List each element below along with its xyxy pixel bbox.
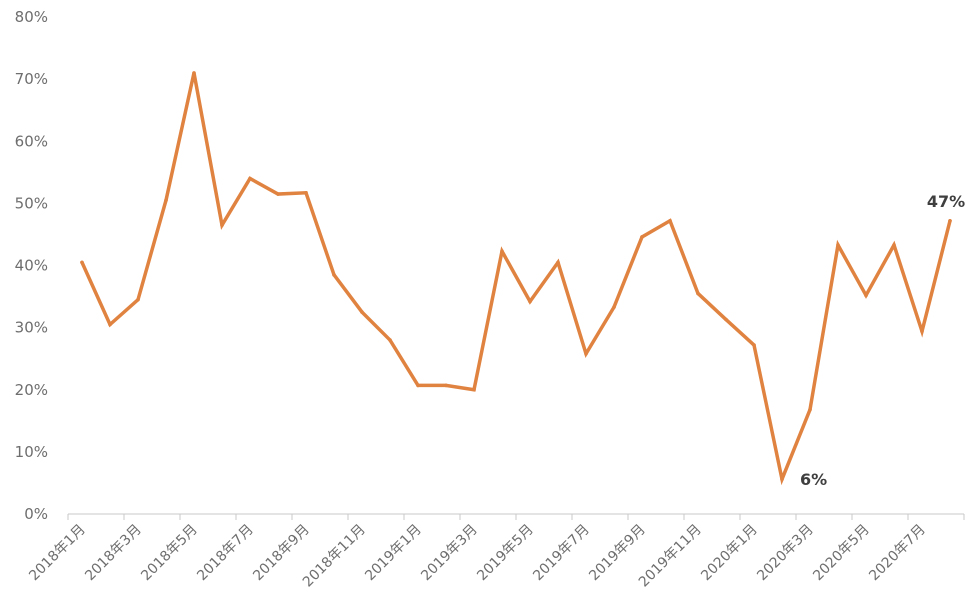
data-point — [332, 273, 336, 277]
x-tick-label: 2019年7月 — [530, 522, 593, 585]
x-tick-label: 2019年5月 — [474, 522, 537, 585]
y-tick-label: 70% — [15, 70, 48, 88]
data-point — [276, 192, 280, 196]
x-tick-label: 2020年1月 — [698, 522, 761, 585]
data-point — [752, 343, 756, 347]
data-point — [136, 297, 140, 302]
x-tick-label: 2019年3月 — [418, 522, 481, 585]
x-axis: 2018年1月2018年3月2018年5月2018年7月2018年9月2018年… — [26, 513, 965, 590]
x-tick-label: 2020年7月 — [866, 522, 929, 585]
data-point — [668, 218, 672, 223]
data-point — [556, 260, 560, 265]
data-point — [528, 299, 532, 304]
y-axis: 0% 10% 20% 30% 40% 50% 60% 70% 80% — [15, 8, 48, 523]
annotations: 6% 47% — [800, 192, 965, 489]
x-tick-label: 2018年7月 — [194, 522, 257, 585]
y-tick-label: 50% — [15, 194, 48, 212]
y-tick-label: 10% — [15, 443, 48, 461]
y-tick-label: 0% — [24, 505, 48, 523]
data-point — [836, 243, 840, 247]
data-point — [444, 383, 448, 388]
y-tick-label: 20% — [15, 381, 48, 399]
x-tick-label: 2018年5月 — [138, 522, 201, 585]
data-point — [780, 477, 784, 482]
data-point — [416, 383, 420, 388]
data-point — [724, 317, 728, 322]
data-point — [696, 291, 700, 296]
data-point — [192, 71, 196, 75]
data-point — [80, 260, 84, 265]
data-point — [864, 293, 868, 298]
data-point — [500, 249, 504, 254]
x-tick-label: 2018年3月 — [82, 522, 145, 585]
data-point — [248, 176, 252, 181]
data-point — [472, 387, 476, 392]
x-tick-label: 2020年5月 — [810, 522, 873, 585]
y-tick-label: 30% — [15, 319, 48, 337]
series-line-group — [80, 71, 952, 486]
x-tick-label: 2020年3月 — [754, 522, 817, 585]
data-point — [892, 243, 896, 247]
data-point — [360, 310, 364, 314]
data-point — [920, 329, 924, 334]
data-point — [108, 322, 112, 327]
data-point — [164, 198, 168, 203]
data-point — [304, 191, 308, 195]
data-point — [808, 407, 812, 412]
y-tick-label: 40% — [15, 257, 48, 275]
data-point — [948, 218, 952, 223]
data-label: 47% — [927, 192, 965, 211]
data-point — [388, 338, 392, 342]
x-tick-label: 2019年1月 — [362, 522, 425, 585]
data-point — [640, 235, 644, 239]
y-tick-label: 60% — [15, 132, 48, 150]
data-point — [584, 351, 588, 356]
x-tick-label: 2018年1月 — [26, 522, 89, 585]
series-line — [80, 72, 952, 486]
data-label: 6% — [800, 470, 827, 489]
y-tick-label: 80% — [15, 8, 48, 26]
data-point — [612, 305, 616, 309]
data-point — [220, 223, 224, 227]
